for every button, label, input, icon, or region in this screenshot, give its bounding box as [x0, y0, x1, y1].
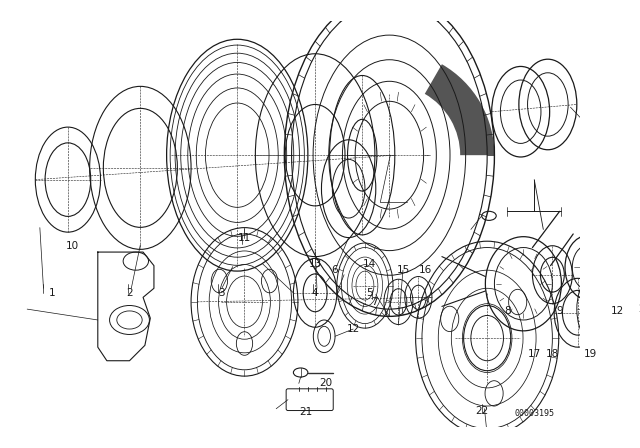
Text: 16: 16 — [419, 265, 432, 275]
Text: 21: 21 — [300, 407, 313, 418]
Text: 23: 23 — [638, 304, 640, 314]
Text: 22: 22 — [475, 405, 488, 416]
Text: 5: 5 — [366, 288, 372, 298]
Text: 15: 15 — [396, 265, 410, 275]
Text: 17: 17 — [527, 349, 541, 359]
Text: 8: 8 — [504, 306, 511, 316]
Text: 20: 20 — [319, 379, 333, 388]
Wedge shape — [425, 64, 495, 155]
Text: 7: 7 — [372, 297, 378, 307]
Text: 11: 11 — [238, 233, 251, 244]
Text: 6: 6 — [332, 265, 339, 275]
Text: 12: 12 — [346, 324, 360, 334]
Text: 9: 9 — [556, 306, 563, 316]
Text: 14: 14 — [363, 259, 376, 269]
Text: 13: 13 — [308, 259, 322, 269]
Text: 2: 2 — [126, 288, 133, 298]
Text: 18: 18 — [546, 349, 559, 359]
Text: 10: 10 — [66, 241, 79, 251]
Text: 12: 12 — [611, 306, 624, 316]
Text: 1: 1 — [49, 288, 56, 298]
Text: 4: 4 — [312, 288, 319, 298]
Text: 00003195: 00003195 — [515, 409, 554, 418]
Text: 19: 19 — [584, 349, 597, 359]
Text: 3: 3 — [218, 288, 225, 298]
